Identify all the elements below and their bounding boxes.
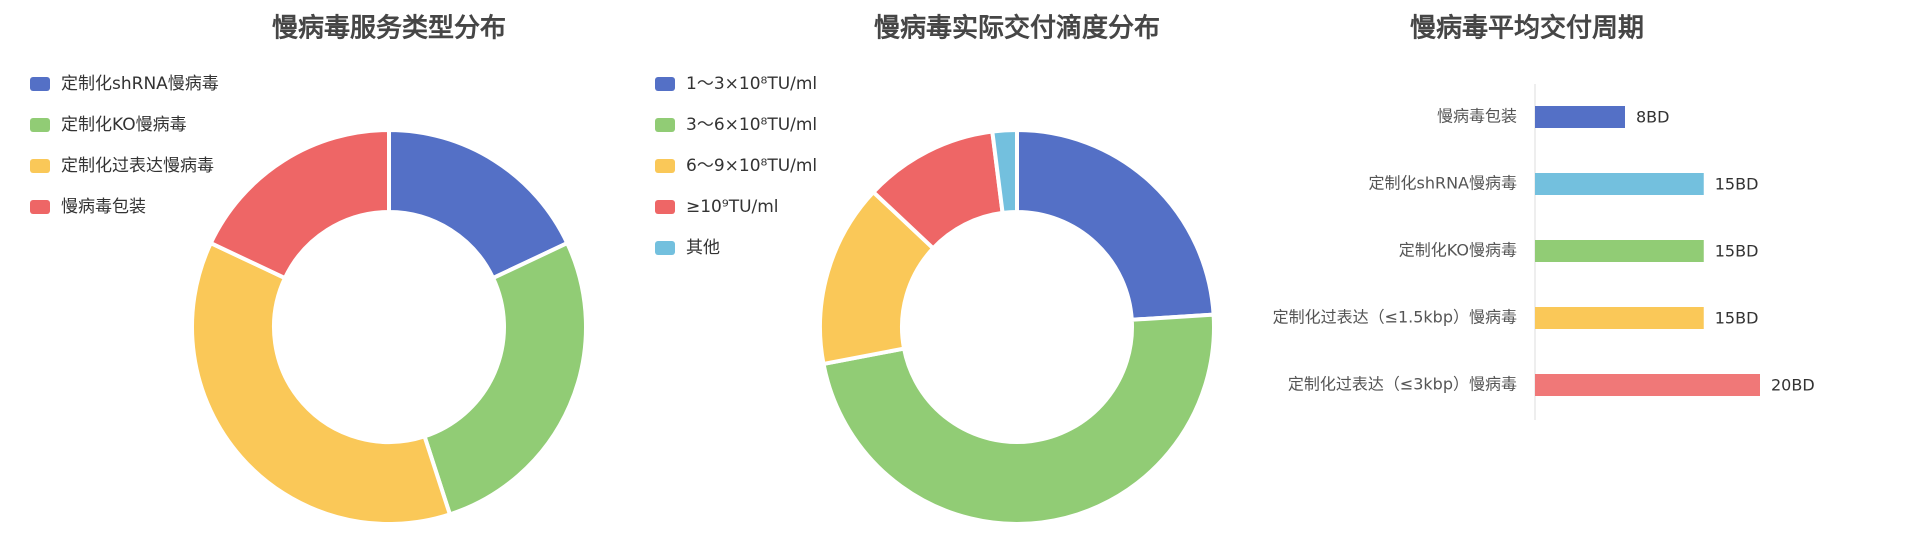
legend-swatch bbox=[655, 241, 675, 255]
legend-swatch bbox=[30, 118, 50, 132]
value-label: 15BD bbox=[1715, 242, 1759, 261]
bar bbox=[1535, 173, 1704, 195]
pie-slice bbox=[422, 241, 588, 517]
y-tick-label: 慢病毒包装 bbox=[1437, 107, 1517, 126]
value-label: 20BD bbox=[1771, 376, 1815, 395]
legend-swatch bbox=[30, 200, 50, 214]
y-tick-label: 定制化shRNA慢病毒 bbox=[1368, 174, 1517, 193]
legend-swatch bbox=[30, 77, 50, 91]
legend-label: 定制化过表达慢病毒 bbox=[61, 155, 214, 176]
pie-slice bbox=[821, 312, 1216, 526]
y-tick-label: 定制化过表达（≤3kbp）慢病毒 bbox=[1288, 375, 1517, 394]
y-tick-label: 定制化过表达（≤1.5kbp）慢病毒 bbox=[1273, 308, 1517, 327]
legend-label: 3～6×10⁸TU/ml bbox=[686, 115, 817, 135]
legend-swatch bbox=[655, 159, 675, 173]
legend-swatch bbox=[655, 77, 675, 91]
y-tick-label: 定制化KO慢病毒 bbox=[1399, 241, 1517, 260]
legend-label: 定制化shRNA慢病毒 bbox=[61, 73, 219, 94]
bar bbox=[1535, 374, 1760, 396]
legend-swatch bbox=[655, 118, 675, 132]
pie-slice bbox=[208, 128, 391, 281]
legend-label: ≥10⁹TU/ml bbox=[686, 197, 779, 217]
value-label: 8BD bbox=[1636, 108, 1669, 127]
bar bbox=[1535, 106, 1625, 128]
legend-swatch bbox=[30, 159, 50, 173]
value-label: 15BD bbox=[1715, 309, 1759, 328]
bar bbox=[1535, 307, 1704, 329]
chart-title: 慢病毒平均交付周期 bbox=[1410, 13, 1644, 44]
chart-title: 慢病毒服务类型分布 bbox=[272, 14, 506, 44]
pie-slice bbox=[1015, 128, 1216, 322]
pie-slice bbox=[990, 128, 1019, 215]
pie-slice bbox=[190, 241, 452, 526]
legend-label: 其他 bbox=[686, 238, 720, 258]
bar bbox=[1535, 240, 1704, 262]
legend-label: 定制化KO慢病毒 bbox=[61, 114, 187, 135]
value-label: 15BD bbox=[1715, 175, 1759, 194]
legend-label: 1～3×10⁸TU/ml bbox=[686, 74, 817, 94]
legend-label: 慢病毒包装 bbox=[61, 196, 146, 217]
legend-label: 6～9×10⁸TU/ml bbox=[686, 156, 817, 176]
pie-slice bbox=[387, 128, 570, 281]
chart-title: 慢病毒实际交付滴度分布 bbox=[874, 13, 1160, 44]
legend-swatch bbox=[655, 200, 675, 214]
